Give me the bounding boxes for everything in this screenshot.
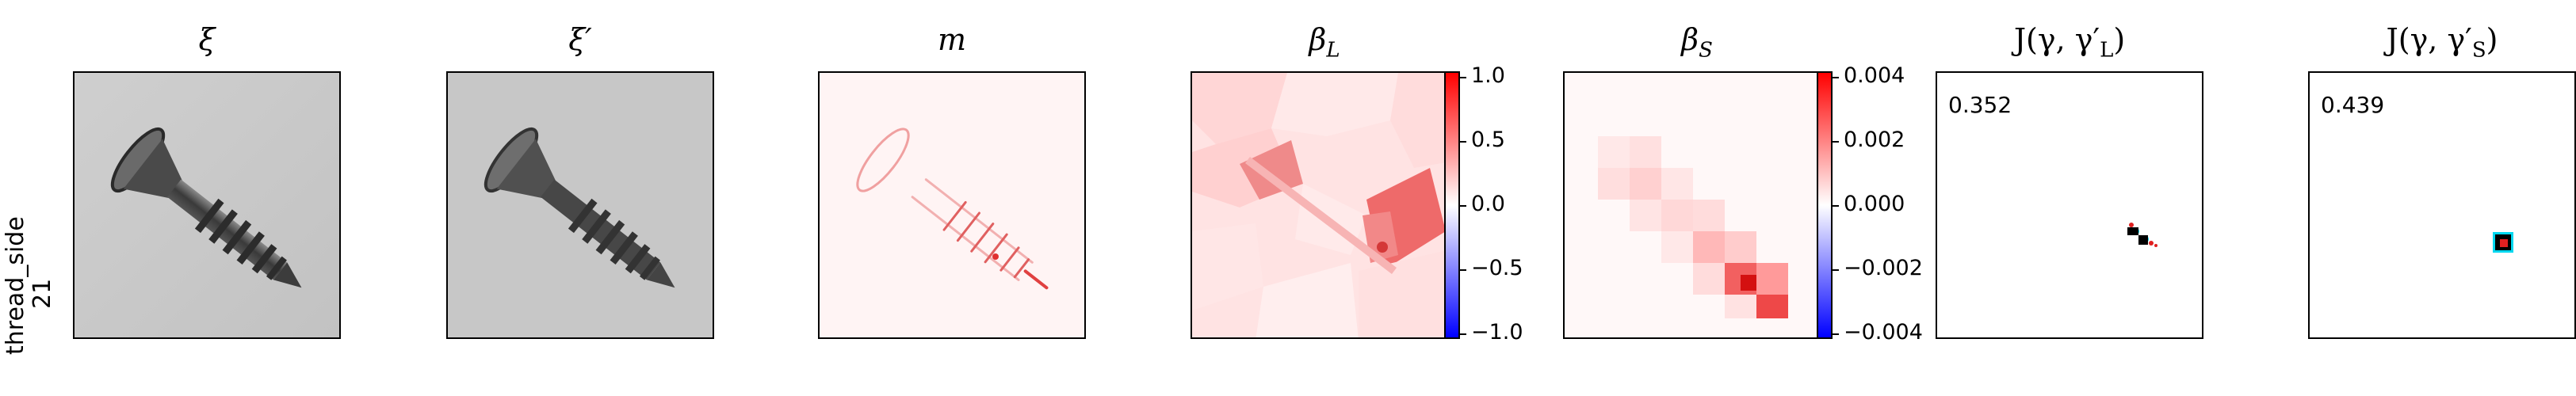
colorbar-beta-S bbox=[1817, 71, 1833, 339]
colorbar-beta-L bbox=[1444, 71, 1460, 339]
title-beta-S: βS bbox=[1681, 22, 1713, 63]
title-beta-L: βL bbox=[1309, 22, 1340, 63]
panel-beta-S-map bbox=[1563, 71, 1831, 339]
title-m: m bbox=[937, 22, 967, 57]
colorbar-S-tick-5: −0.004 bbox=[1844, 320, 1923, 345]
title-J-L: J(γ, γ′L) bbox=[2013, 22, 2126, 63]
colorbar-L-tick-3: 0.0 bbox=[1471, 192, 1505, 216]
panel-J-S: 0.439 bbox=[2308, 71, 2576, 339]
row-label: thread_side 21 bbox=[0, 214, 71, 356]
colorbar-L-tick-2: 0.5 bbox=[1471, 128, 1505, 152]
colorbar-L-tick-4: −0.5 bbox=[1471, 256, 1523, 280]
panel-J-L: 0.352 bbox=[1936, 71, 2203, 339]
difference-map bbox=[820, 73, 1084, 337]
colorbar-L-tick-5: −1.0 bbox=[1471, 320, 1523, 345]
screw-image bbox=[75, 73, 339, 337]
row-label-index: 21 bbox=[29, 278, 56, 309]
row-label-name: thread_side bbox=[2, 216, 29, 355]
score-J-S: 0.439 bbox=[2321, 92, 2385, 118]
panel-xi-image bbox=[73, 71, 341, 339]
colorbar-S-tick-2: 0.002 bbox=[1844, 128, 1905, 152]
title-J-S: J(γ, γ′S) bbox=[2386, 22, 2498, 63]
panel-beta-L-map bbox=[1191, 71, 1458, 339]
colorbar-L-tick-1: 1.0 bbox=[1471, 63, 1505, 88]
patch-attribution-map bbox=[1565, 73, 1829, 337]
screw-image-reconstruction bbox=[448, 73, 713, 337]
title-xi: ξ bbox=[198, 22, 216, 57]
panel-xi-prime-image bbox=[446, 71, 714, 339]
colorbar-S-tick-3: 0.000 bbox=[1844, 192, 1905, 216]
superpixel-attribution-map bbox=[1192, 73, 1457, 337]
panel-m-map bbox=[818, 71, 1086, 339]
title-xi-prime: ξ′ bbox=[568, 22, 592, 57]
colorbar-S-tick-1: 0.004 bbox=[1844, 63, 1905, 88]
score-J-L: 0.352 bbox=[1948, 92, 2012, 118]
colorbar-S-tick-4: −0.002 bbox=[1844, 256, 1923, 280]
